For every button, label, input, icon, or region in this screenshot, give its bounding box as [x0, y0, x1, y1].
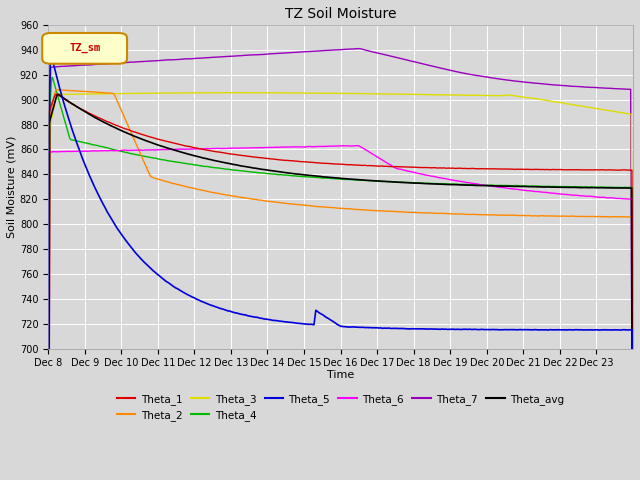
Theta_avg — [530, 184, 538, 190]
Theta_2 — [530, 213, 538, 219]
Theta_3 — [235, 90, 243, 96]
Theta_6 — [545, 190, 553, 196]
Theta_4 — [166, 158, 173, 164]
Y-axis label: Soil Moisture (mV): Soil Moisture (mV) — [7, 135, 17, 238]
Theta_6 — [354, 143, 362, 148]
Theta_2 — [545, 213, 553, 219]
Theta_3 — [394, 91, 402, 97]
Theta_2 — [502, 212, 509, 218]
Line: Theta_3: Theta_3 — [48, 93, 633, 480]
Theta_4 — [49, 74, 56, 80]
Theta_7 — [545, 82, 553, 87]
X-axis label: Time: Time — [327, 370, 354, 380]
Theta_1 — [52, 91, 60, 97]
Theta_avg — [166, 146, 173, 152]
Theta_avg — [54, 91, 62, 97]
Theta_7 — [394, 55, 402, 61]
Theta_1 — [545, 167, 553, 172]
Theta_3 — [545, 98, 553, 104]
Theta_4 — [394, 179, 402, 185]
Theta_7 — [166, 57, 173, 63]
Theta_1 — [394, 164, 402, 169]
Line: Theta_avg: Theta_avg — [48, 94, 633, 480]
Line: Theta_6: Theta_6 — [48, 145, 633, 480]
Text: TZ_sm: TZ_sm — [69, 43, 100, 53]
Theta_1 — [166, 139, 173, 145]
Theta_1 — [363, 163, 371, 168]
Theta_4 — [502, 182, 509, 188]
Theta_1 — [502, 166, 509, 172]
Line: Theta_2: Theta_2 — [48, 90, 633, 480]
Theta_3 — [166, 90, 173, 96]
Theta_avg — [394, 180, 402, 185]
Theta_2 — [363, 207, 371, 213]
Theta_6 — [530, 189, 538, 194]
Theta_7 — [502, 77, 509, 83]
Theta_avg — [502, 183, 509, 189]
Theta_2 — [53, 87, 61, 93]
Theta_1 — [530, 167, 538, 172]
Theta_6 — [363, 147, 371, 153]
Theta_5 — [47, 51, 54, 57]
Theta_5 — [363, 324, 371, 330]
Theta_3 — [530, 96, 538, 101]
Theta_5 — [530, 327, 538, 333]
Theta_5 — [545, 327, 553, 333]
Theta_5 — [394, 325, 402, 331]
Theta_3 — [502, 92, 509, 98]
Theta_5 — [166, 281, 173, 287]
Theta_4 — [363, 178, 371, 183]
Theta_7 — [354, 46, 362, 51]
Theta_6 — [394, 166, 402, 172]
Theta_7 — [530, 80, 538, 86]
Legend: Theta_1, Theta_2, Theta_3, Theta_4, Theta_5, Theta_6, Theta_7, Theta_avg: Theta_1, Theta_2, Theta_3, Theta_4, Thet… — [113, 389, 568, 425]
Theta_4 — [545, 183, 553, 189]
Line: Theta_4: Theta_4 — [48, 77, 633, 480]
FancyBboxPatch shape — [42, 33, 127, 64]
Title: TZ Soil Moisture: TZ Soil Moisture — [285, 7, 396, 21]
Line: Theta_1: Theta_1 — [48, 94, 633, 480]
Theta_avg — [363, 178, 371, 183]
Theta_3 — [363, 91, 371, 96]
Line: Theta_5: Theta_5 — [48, 54, 633, 480]
Theta_4 — [530, 183, 538, 189]
Theta_7 — [363, 48, 371, 53]
Line: Theta_7: Theta_7 — [48, 48, 633, 480]
Theta_6 — [166, 146, 173, 152]
Theta_5 — [502, 327, 509, 333]
Theta_2 — [166, 180, 173, 185]
Theta_6 — [502, 185, 509, 191]
Theta_avg — [545, 184, 553, 190]
Theta_2 — [394, 209, 402, 215]
